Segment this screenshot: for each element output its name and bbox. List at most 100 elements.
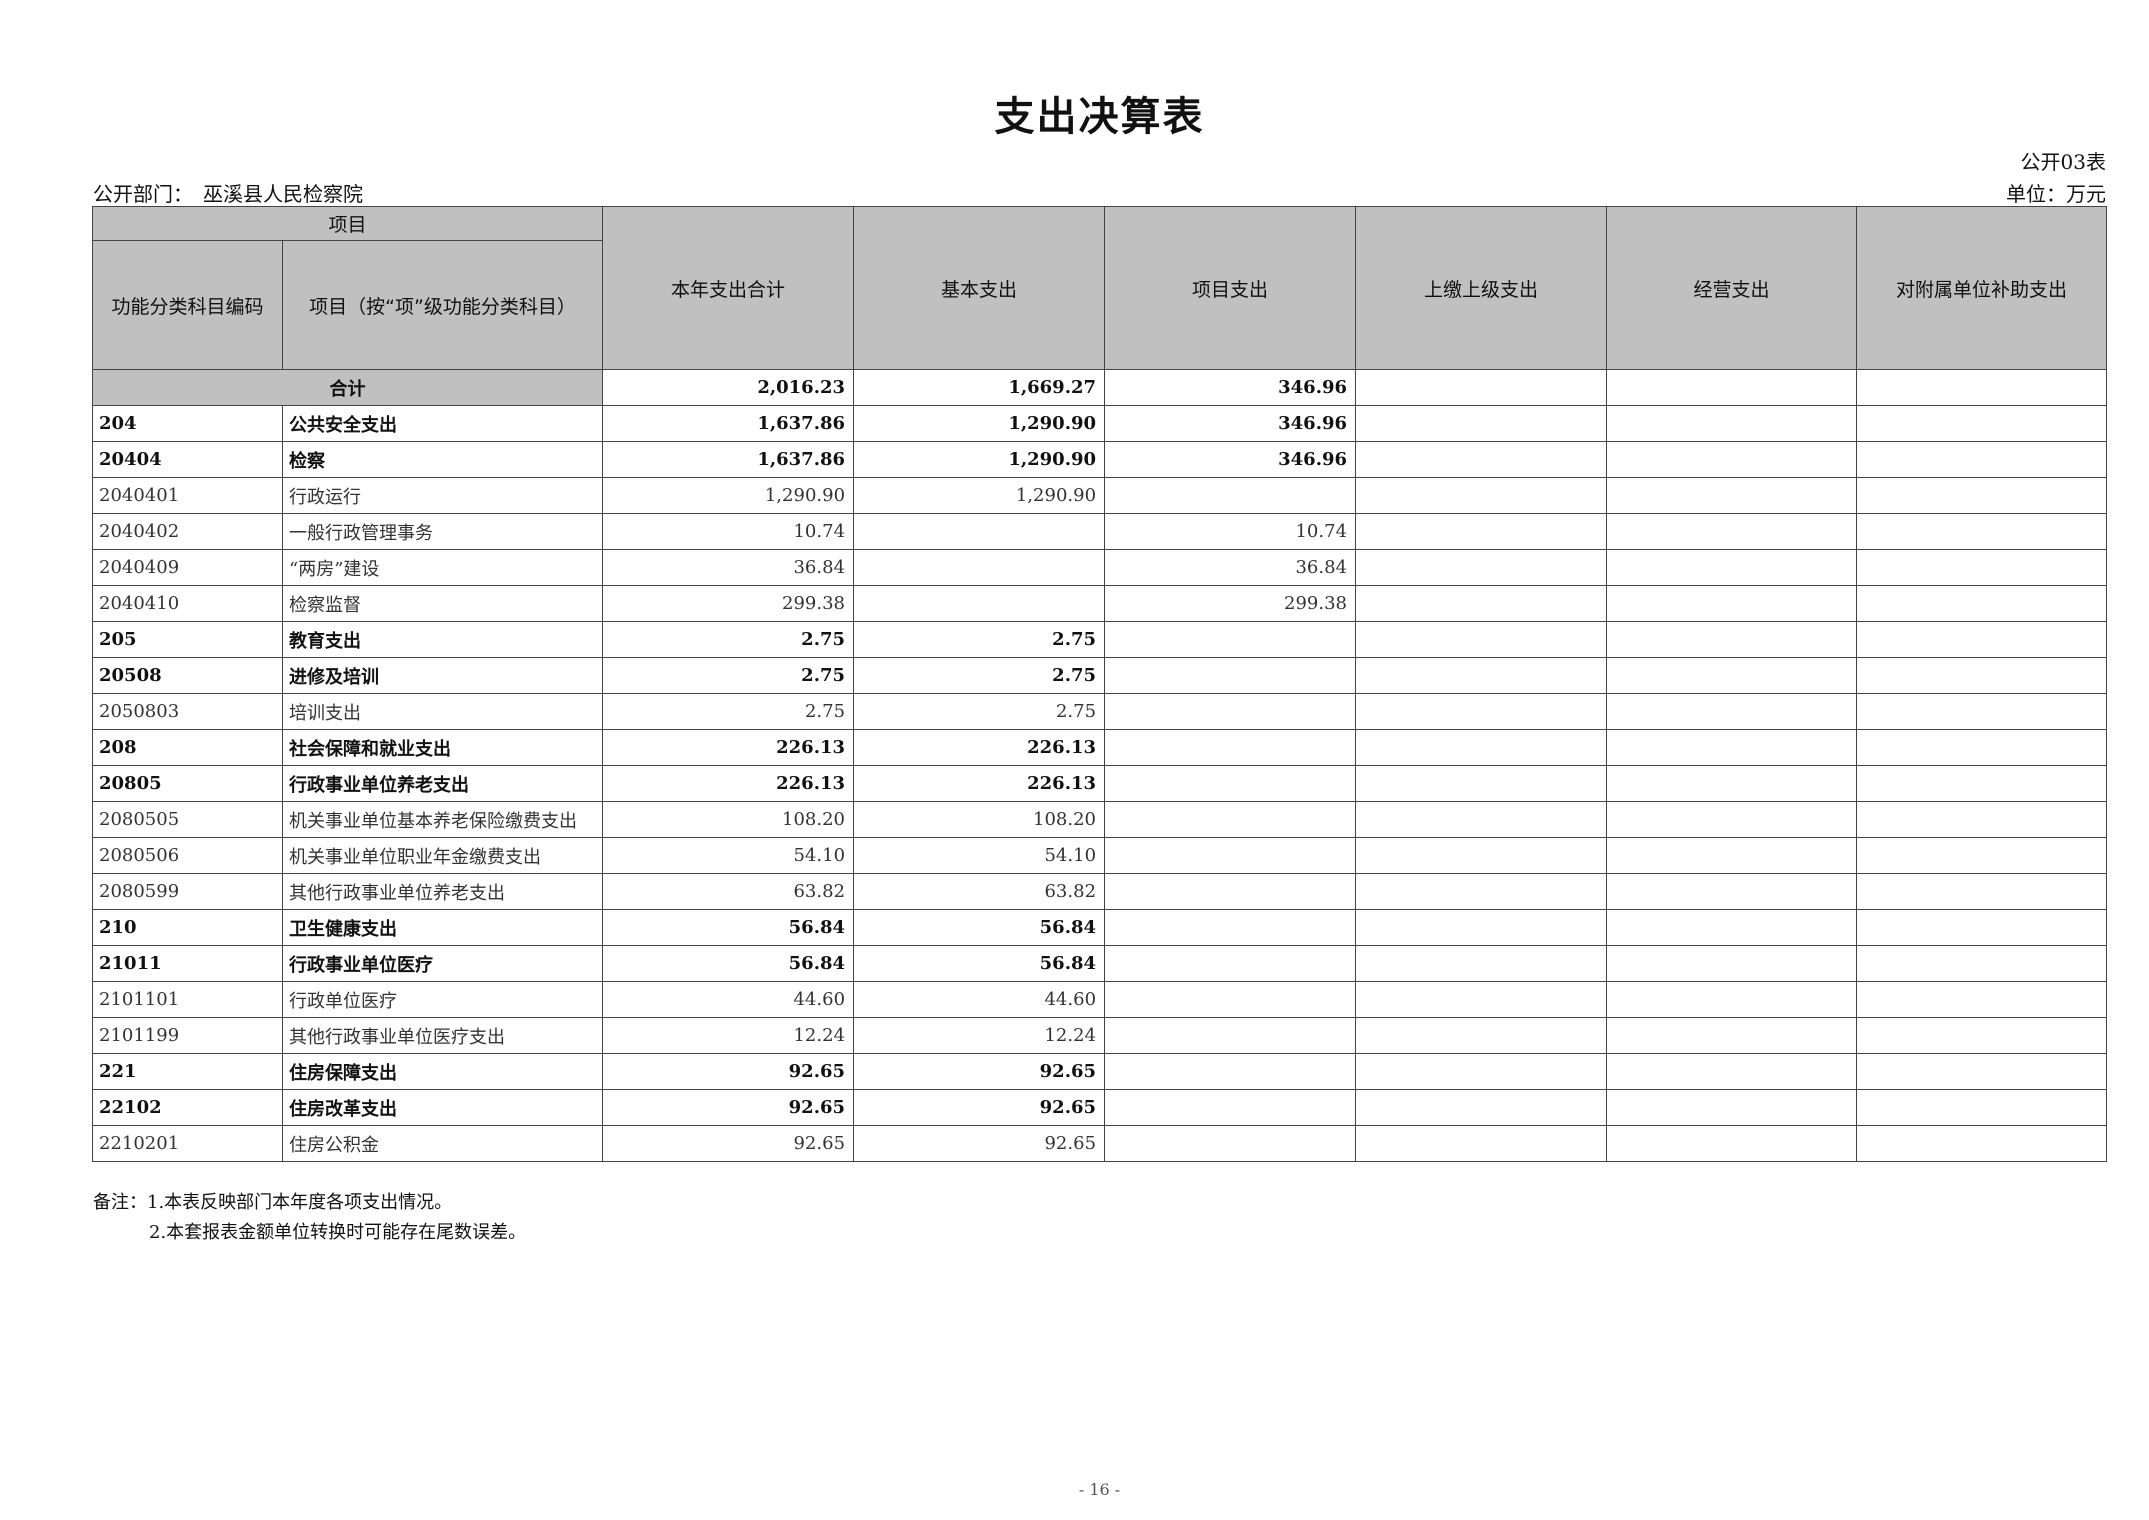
cell-value [1856,405,2108,442]
cell-name: 机关事业单位基本养老保险缴费支出 [281,801,604,838]
form-number: 公开03表 [2020,150,2106,174]
table-row: 2080506 机关事业单位职业年金缴费支出 54.10 54.10 [92,837,2108,874]
cell-value [1606,513,1858,550]
cell-code: 22102 [92,1089,283,1126]
cell-value: 63.82 [853,873,1106,910]
cell-name: 其他行政事业单位养老支出 [281,873,604,910]
cell-value [1606,657,1858,694]
cell-code: 21011 [92,945,283,982]
cell-value [1355,1125,1608,1162]
header-project: 项目支出 [1104,206,1357,370]
cell-value [1856,1017,2108,1054]
cell-value [1856,909,2108,946]
cell-value [1104,621,1357,658]
cell-code: 221 [92,1053,283,1090]
table-row: 2050803 培训支出 2.75 2.75 [92,693,2108,730]
cell-name: 住房公积金 [281,1125,604,1162]
cell-code: 2080505 [92,801,283,838]
table-row: 21011 行政事业单位医疗 56.84 56.84 [92,945,2108,982]
unit-label: 单位：万元 [2006,182,2106,206]
table-row: 2210201 住房公积金 92.65 92.65 [92,1125,2108,1162]
cell-value [1856,369,2108,406]
cell-value [1104,765,1357,802]
cell-name: 住房改革支出 [281,1089,604,1126]
cell-value [1606,945,1858,982]
cell-code: 20508 [92,657,283,694]
cell-value: 299.38 [602,585,855,622]
cell-value [1355,945,1608,982]
cell-value: 108.20 [853,801,1106,838]
table-row: 22102 住房改革支出 92.65 92.65 [92,1089,2108,1126]
cell-name: 进修及培训 [281,657,604,694]
cell-value [1355,657,1608,694]
table-row: 210 卫生健康支出 56.84 56.84 [92,909,2108,946]
cell-value [1606,909,1858,946]
cell-code: 210 [92,909,283,946]
cell-value [1606,441,1858,478]
cell-name: 教育支出 [281,621,604,658]
cell-value: 2.75 [853,657,1106,694]
cell-value: 56.84 [853,909,1106,946]
table-row: 2040410 检察监督 299.38 299.38 [92,585,2108,622]
cell-value: 12.24 [602,1017,855,1054]
cell-name: 检察 [281,441,604,478]
cell-value [1104,873,1357,910]
cell-code: 2101101 [92,981,283,1018]
cell-value [1355,981,1608,1018]
cell-value [1355,477,1608,514]
cell-value [1606,765,1858,802]
cell-value [1355,513,1608,550]
cell-value: 10.74 [1104,513,1357,550]
cell-value [1355,1017,1608,1054]
cell-value: 1,637.86 [602,405,855,442]
total-row: 合计 2,016.23 1,669.27 346.96 [91,369,2108,406]
cell-value [1606,873,1858,910]
cell-value [1355,405,1608,442]
cell-value [1355,441,1608,478]
cell-value [1355,837,1608,874]
cell-value: 1,290.90 [853,477,1106,514]
cell-value [1104,837,1357,874]
cell-name: 检察监督 [281,585,604,622]
cell-name: 公共安全支出 [281,405,604,442]
department-label: 公开部门： 巫溪县人民检察院 [93,182,363,206]
cell-value: 56.84 [602,945,855,982]
header-basic: 基本支出 [853,206,1106,370]
cell-value [1856,585,2108,622]
cell-value: 2.75 [602,693,855,730]
cell-value: 92.65 [853,1089,1106,1126]
expenditure-table: 项目 本年支出合计 基本支出 项目支出 上缴上级支出 经营支出 对附属单位补助支… [91,206,2108,1162]
cell-code: 2080506 [92,837,283,874]
cell-value [1355,801,1608,838]
cell-value: 10.74 [602,513,855,550]
cell-code: 205 [92,621,283,658]
header-total: 本年支出合计 [602,206,855,370]
header-name: 项目（按“项”级功能分类科目） [281,240,604,370]
cell-value [1355,909,1608,946]
cell-value: 1,669.27 [853,369,1106,406]
table-row: 204 公共安全支出 1,637.86 1,290.90 346.96 [92,405,2108,442]
cell-value [1606,621,1858,658]
table-row: 20404 检察 1,637.86 1,290.90 346.96 [92,441,2108,478]
cell-value [1606,1125,1858,1162]
table-row: 2101101 行政单位医疗 44.60 44.60 [92,981,2108,1018]
table-row: 2080505 机关事业单位基本养老保险缴费支出 108.20 108.20 [92,801,2108,838]
cell-value: 226.13 [853,729,1106,766]
cell-name: 卫生健康支出 [281,909,604,946]
cell-value: 2,016.23 [602,369,855,406]
cell-value: 2.75 [602,621,855,658]
cell-value: 92.65 [602,1053,855,1090]
cell-value: 1,637.86 [602,441,855,478]
cell-value [1606,1089,1858,1126]
cell-value: 1,290.90 [853,441,1106,478]
cell-value [1606,801,1858,838]
cell-value [1856,981,2108,1018]
cell-code: 2040401 [92,477,283,514]
cell-value [853,513,1106,550]
cell-value: 12.24 [853,1017,1106,1054]
cell-value: 2.75 [853,621,1106,658]
header-code: 功能分类科目编码 [92,240,283,370]
cell-value [1355,729,1608,766]
cell-value [1104,1089,1357,1126]
cell-value [1856,441,2108,478]
